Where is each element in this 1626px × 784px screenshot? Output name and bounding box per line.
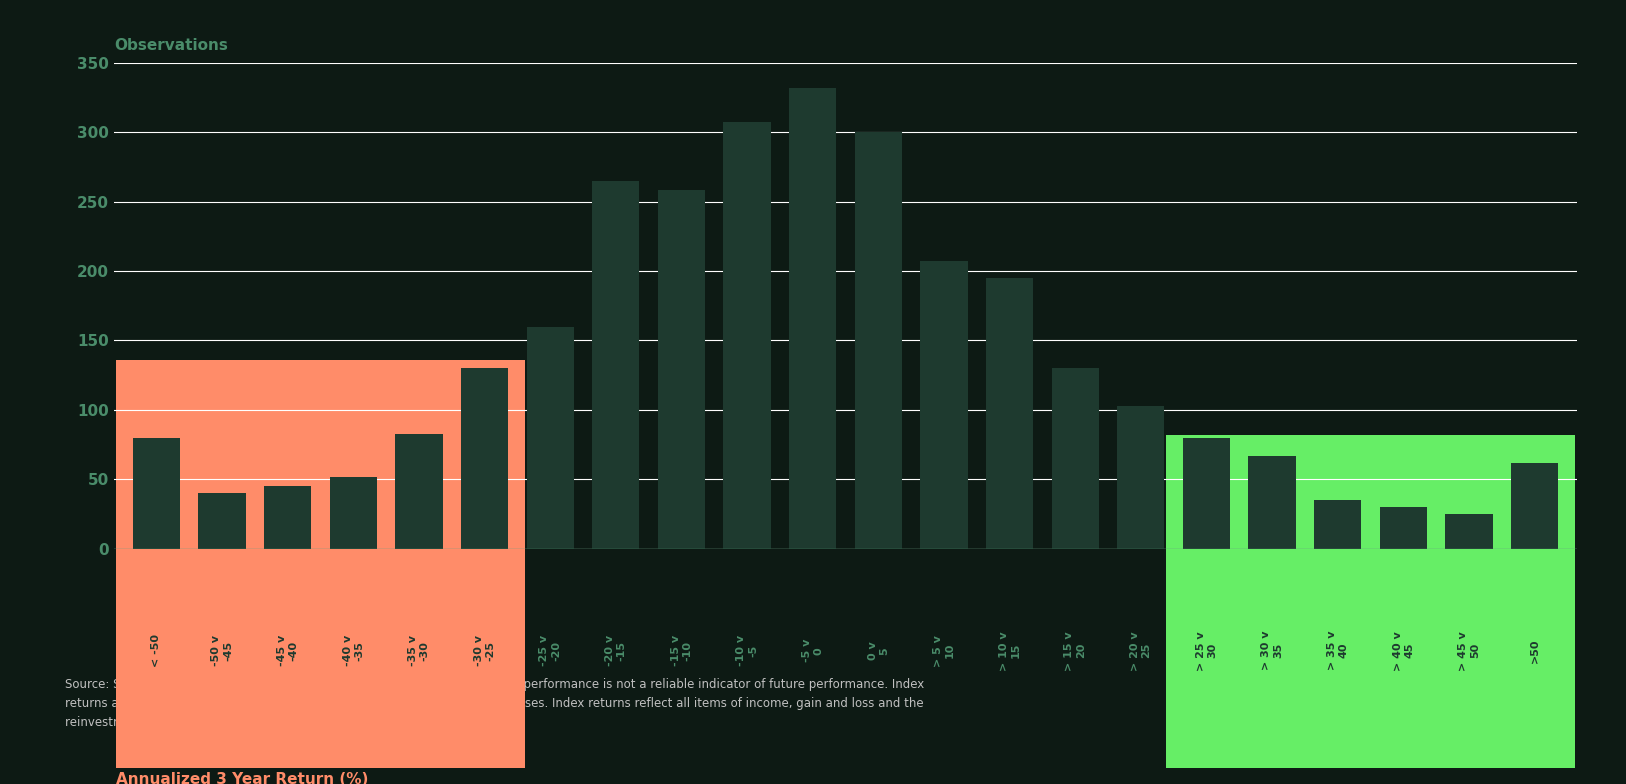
Bar	[920, 261, 967, 549]
Bar	[198, 493, 246, 549]
Text: -15 v
-10: -15 v -10	[670, 635, 693, 666]
Text: Observations: Observations	[114, 38, 228, 53]
Bar	[1249, 456, 1296, 549]
Text: > 40 v
45: > 40 v 45	[1392, 631, 1415, 670]
Bar	[1182, 437, 1231, 549]
Text: >50: >50	[1530, 638, 1540, 663]
Bar	[133, 437, 180, 549]
Bar	[1446, 514, 1493, 549]
Bar	[527, 327, 574, 549]
Bar	[1166, 435, 1574, 549]
Text: > 45 v
50: > 45 v 50	[1459, 631, 1480, 670]
Text: -45 v
-40: -45 v -40	[276, 635, 299, 666]
Bar	[985, 278, 1033, 549]
Bar	[592, 181, 639, 549]
Bar	[789, 88, 836, 549]
Bar	[1380, 507, 1428, 549]
Text: -25 v
-20: -25 v -20	[540, 635, 561, 666]
Bar	[117, 360, 525, 549]
Text: > 15 v
20: > 15 v 20	[1065, 631, 1086, 670]
Bar	[724, 122, 771, 549]
Text: > 10 v
15: > 10 v 15	[998, 631, 1021, 670]
Bar	[1314, 500, 1361, 549]
Bar	[395, 434, 442, 549]
Text: > 20 v
25: > 20 v 25	[1130, 631, 1151, 670]
Bar	[1511, 463, 1558, 549]
Text: -50 v
-45: -50 v -45	[211, 635, 233, 666]
Bar	[855, 132, 902, 549]
Text: > 25 v
30: > 25 v 30	[1195, 631, 1218, 670]
Bar	[659, 191, 706, 549]
Text: > 35 v
40: > 35 v 40	[1327, 631, 1348, 670]
Text: > 30 v
35: > 30 v 35	[1262, 631, 1283, 670]
Text: -30 v
-25: -30 v -25	[473, 635, 496, 666]
Text: 0 v
5: 0 v 5	[868, 641, 889, 660]
Text: Annualized 3 Year Return (%): Annualized 3 Year Return (%)	[117, 772, 369, 784]
Text: < -50: < -50	[151, 634, 161, 667]
Bar	[330, 477, 377, 549]
Bar	[1117, 406, 1164, 549]
Bar	[460, 368, 509, 549]
Text: -10 v
-5: -10 v -5	[737, 635, 758, 666]
Text: -5 v
0: -5 v 0	[802, 639, 823, 662]
Text: -35 v
-30: -35 v -30	[408, 635, 429, 666]
Text: -20 v
-15: -20 v -15	[605, 635, 626, 666]
Bar	[263, 486, 311, 549]
Text: -40 v
-35: -40 v -35	[343, 635, 364, 666]
Text: Source: State Street Global Advisors, Factset, MSCI. As of June 30, 2024. Past p: Source: State Street Global Advisors, Fa…	[65, 678, 924, 729]
Bar	[1052, 368, 1099, 549]
Text: > 5 v
10: > 5 v 10	[933, 635, 954, 666]
